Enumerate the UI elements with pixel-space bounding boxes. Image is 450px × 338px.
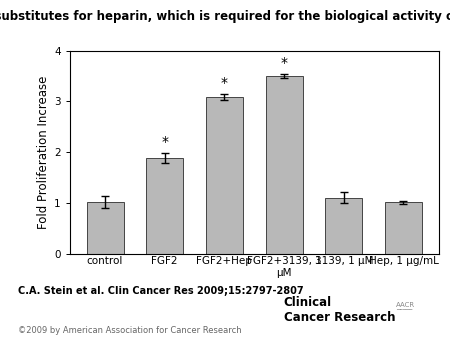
Text: G3139 substitutes for heparin, which is required for the biological activity of : G3139 substitutes for heparin, which is … — [0, 10, 450, 23]
Bar — [266, 76, 302, 254]
Text: ─────: ───── — [396, 308, 412, 313]
Bar — [86, 202, 124, 254]
Text: C.A. Stein et al. Clin Cancer Res 2009;15:2797-2807: C.A. Stein et al. Clin Cancer Res 2009;1… — [18, 286, 304, 296]
Text: ©2009 by American Association for Cancer Research: ©2009 by American Association for Cancer… — [18, 325, 242, 335]
Bar — [385, 202, 422, 254]
Text: *: * — [161, 135, 168, 149]
Text: AACR: AACR — [396, 301, 415, 308]
Text: *: * — [281, 56, 288, 70]
Bar — [325, 198, 362, 254]
Text: *: * — [221, 76, 228, 90]
Bar — [146, 158, 183, 254]
Y-axis label: Fold Proliferation Increase: Fold Proliferation Increase — [37, 75, 50, 229]
Bar — [206, 97, 243, 254]
Text: Clinical
Cancer Research: Clinical Cancer Research — [284, 296, 395, 324]
